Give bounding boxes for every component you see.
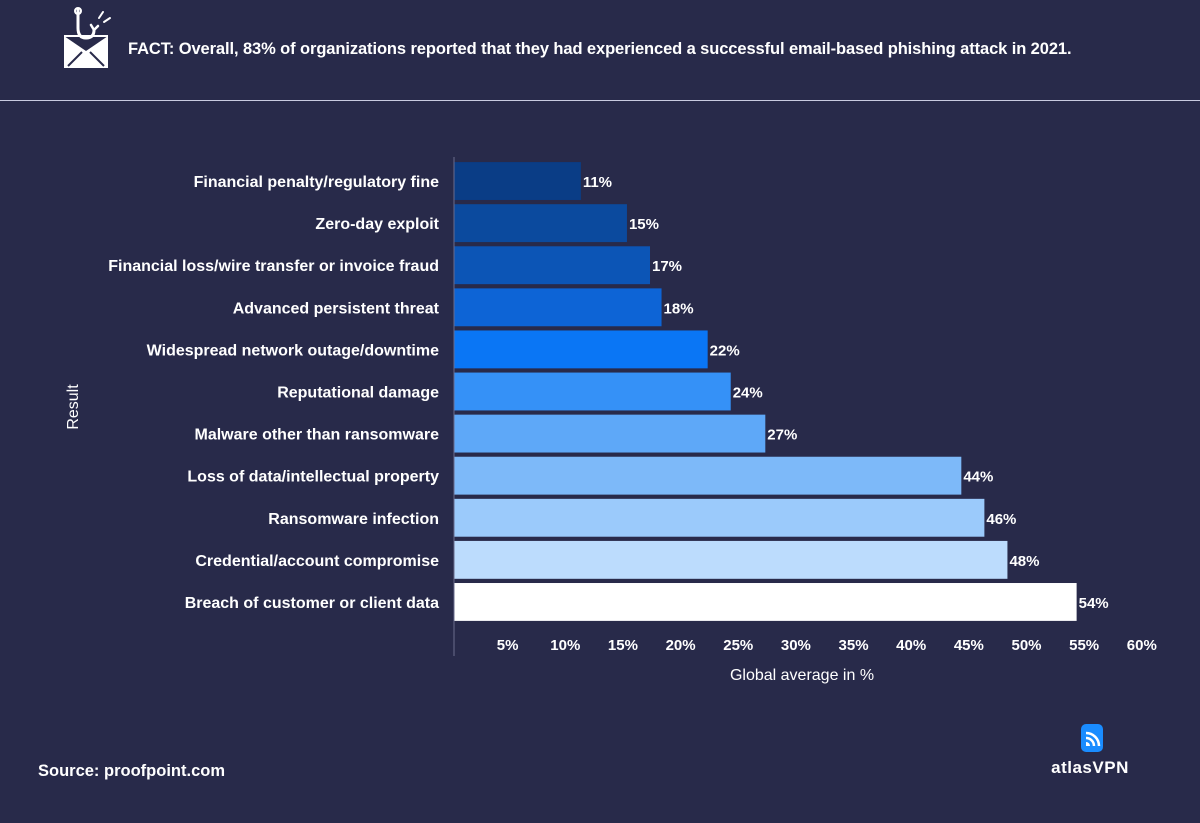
x-tick-label: 60% bbox=[1127, 637, 1157, 654]
x-axis-label: Global average in % bbox=[730, 667, 874, 684]
bar bbox=[454, 162, 581, 200]
data-label: 17% bbox=[652, 258, 682, 275]
x-tick-label: 20% bbox=[666, 637, 696, 654]
bar bbox=[454, 540, 1008, 579]
data-label: 54% bbox=[1079, 595, 1109, 612]
category-label: Financial penalty/regulatory fine bbox=[194, 174, 439, 191]
x-tick-label: 35% bbox=[839, 637, 869, 654]
bar bbox=[454, 456, 962, 495]
category-label: Reputational damage bbox=[277, 385, 439, 402]
logo-text: atlasVPN bbox=[1051, 758, 1129, 777]
x-tick-label: 45% bbox=[954, 637, 984, 654]
bar bbox=[454, 330, 708, 369]
category-label: Widespread network outage/downtime bbox=[147, 342, 439, 359]
data-label: 18% bbox=[664, 300, 694, 317]
category-label: Breach of customer or client data bbox=[185, 595, 439, 612]
x-tick-label: 5% bbox=[497, 637, 519, 654]
source-text: Source: proofpoint.com bbox=[38, 762, 225, 780]
x-tick-label: 25% bbox=[723, 637, 753, 654]
x-tick-label: 40% bbox=[896, 637, 926, 654]
data-label: 27% bbox=[767, 427, 797, 444]
x-tick-label: 15% bbox=[608, 637, 638, 654]
data-label: 22% bbox=[710, 342, 740, 359]
bar bbox=[454, 246, 651, 285]
bar bbox=[454, 414, 766, 453]
atlasvpn-signal-icon bbox=[1081, 724, 1103, 752]
bar bbox=[454, 583, 1077, 621]
x-tick-label: 10% bbox=[550, 637, 580, 654]
category-label: Zero-day exploit bbox=[315, 216, 439, 233]
category-label: Financial loss/wire transfer or invoice … bbox=[108, 258, 439, 275]
x-tick-label: 55% bbox=[1069, 637, 1099, 654]
x-tick-label: 50% bbox=[1011, 637, 1041, 654]
bar bbox=[454, 372, 731, 411]
data-label: 48% bbox=[1009, 553, 1039, 570]
bar bbox=[454, 204, 627, 243]
category-label: Credential/account compromise bbox=[195, 553, 439, 570]
category-label: Ransomware infection bbox=[268, 511, 439, 528]
category-label: Malware other than ransomware bbox=[194, 427, 439, 444]
fact-header: FACT: Overall, 83% of organizations repo… bbox=[0, 0, 1200, 101]
bar bbox=[454, 288, 662, 327]
data-label: 11% bbox=[583, 174, 612, 191]
phishing-hook-envelope-icon bbox=[64, 7, 111, 68]
bar bbox=[454, 498, 985, 537]
data-label: 46% bbox=[986, 511, 1016, 528]
fact-text: FACT: Overall, 83% of organizations repo… bbox=[128, 40, 1072, 58]
atlasvpn-logo: atlasVPN bbox=[1045, 724, 1135, 784]
data-label: 24% bbox=[733, 385, 763, 402]
category-label: Advanced persistent threat bbox=[233, 300, 440, 317]
y-axis-label: Result bbox=[65, 384, 82, 430]
data-label: 15% bbox=[629, 216, 659, 233]
x-tick-label: 30% bbox=[781, 637, 811, 654]
category-label: Loss of data/intellectual property bbox=[187, 469, 439, 486]
data-label: 44% bbox=[963, 469, 993, 486]
